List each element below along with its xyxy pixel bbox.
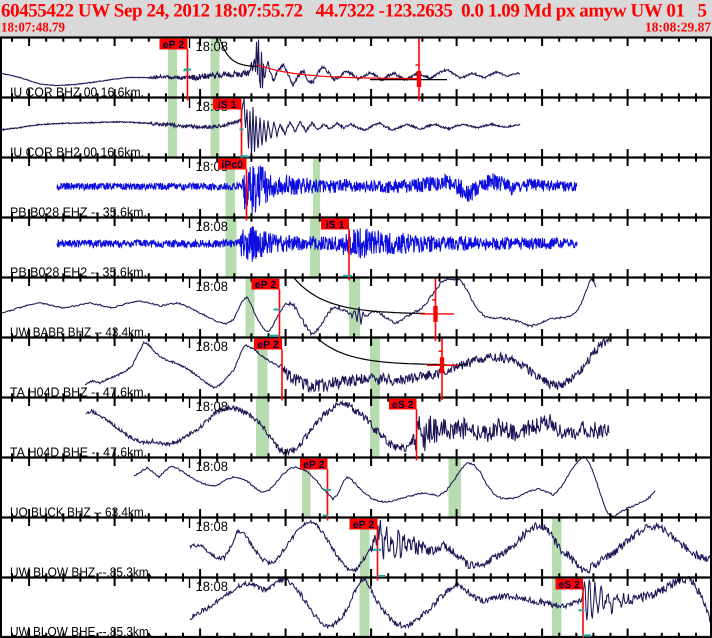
svg-text:PB B028 EH2 -- 35.6km,: PB B028 EH2 -- 35.6km, bbox=[10, 265, 147, 280]
svg-text:eP 2: eP 2 bbox=[257, 339, 279, 351]
svg-text:18:08: 18:08 bbox=[196, 279, 229, 294]
svg-text:18:07:48.79: 18:07:48.79 bbox=[1, 20, 65, 35]
svg-text:18:08: 18:08 bbox=[196, 219, 229, 234]
svg-text:18:08: 18:08 bbox=[196, 339, 229, 354]
svg-text:eP 2: eP 2 bbox=[353, 519, 375, 531]
svg-text:18:08: 18:08 bbox=[196, 459, 229, 474]
svg-text:18:08:29.87: 18:08:29.87 bbox=[645, 20, 711, 35]
svg-text:UO BUCK BHZ -- 63.4km,: UO BUCK BHZ -- 63.4km, bbox=[10, 505, 147, 520]
svg-text:UW BABR BHZ -- 43.4km,: UW BABR BHZ -- 43.4km, bbox=[10, 325, 147, 340]
svg-text:IU COR BH2 00 16.6km,: IU COR BH2 00 16.6km, bbox=[10, 145, 144, 160]
svg-text:18:08: 18:08 bbox=[196, 399, 229, 414]
svg-text:TA H04D BHZ -- 47.6km,: TA H04D BHZ -- 47.6km, bbox=[10, 385, 147, 400]
svg-text:eS 2: eS 2 bbox=[558, 579, 580, 591]
svg-text:TA H04D BHE -- 47.6km,: TA H04D BHE -- 47.6km, bbox=[10, 445, 147, 460]
svg-text:iS 1: iS 1 bbox=[218, 99, 237, 111]
svg-text:eP 2: eP 2 bbox=[163, 39, 185, 51]
svg-text:eP 2: eP 2 bbox=[303, 459, 325, 471]
svg-text:PB B028 EHZ -- 35.6km,: PB B028 EHZ -- 35.6km, bbox=[10, 205, 147, 220]
svg-text:iPc0: iPc0 bbox=[221, 159, 243, 171]
svg-text:18:08: 18:08 bbox=[196, 519, 229, 534]
svg-text:UW BLOW BHZ --,85,3km,: UW BLOW BHZ --,85,3km, bbox=[10, 565, 152, 580]
svg-text:18:08: 18:08 bbox=[196, 579, 229, 594]
svg-text:eS 2: eS 2 bbox=[392, 399, 414, 411]
svg-text:iS 1: iS 1 bbox=[326, 219, 345, 231]
svg-text:eP 2: eP 2 bbox=[255, 279, 277, 291]
svg-text:IU COR BHZ 00 16.6km,: IU COR BHZ 00 16.6km, bbox=[10, 85, 144, 100]
svg-text:18:08: 18:08 bbox=[196, 39, 229, 54]
svg-text:60455422 UW Sep 24, 2012 18:07: 60455422 UW Sep 24, 2012 18:07:55.72 44.… bbox=[1, 1, 707, 22]
svg-text:UW BLOW BHE --,85,3km,: UW BLOW BHE --,85,3km, bbox=[10, 624, 152, 638]
